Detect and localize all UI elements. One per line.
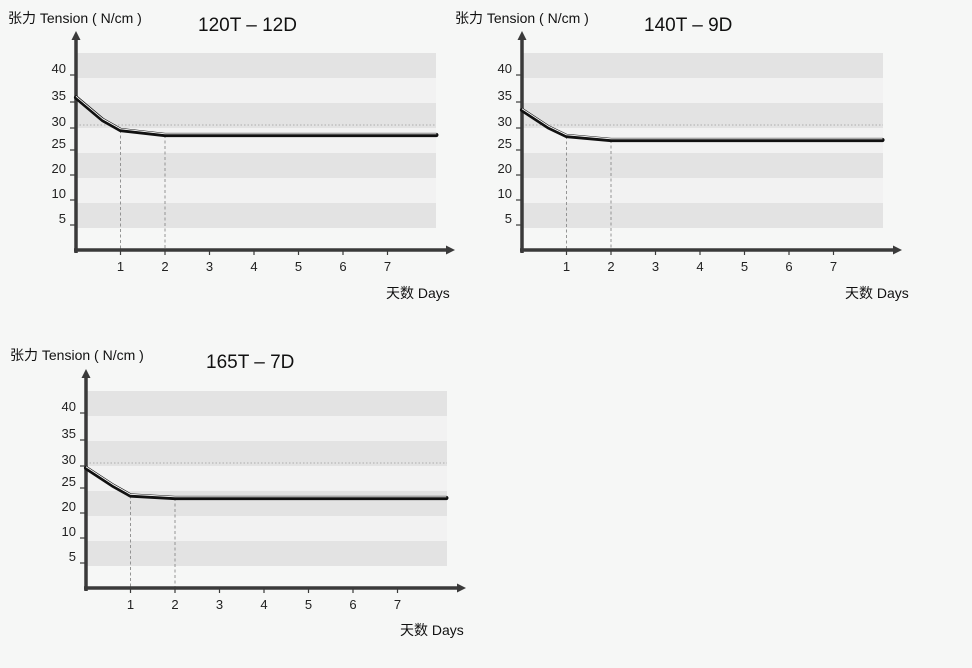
y-axis-arrow [517, 31, 527, 40]
background-band [76, 178, 436, 203]
y-tick-label: 10 [498, 186, 512, 201]
background-band [86, 441, 447, 466]
x-axis-arrow [893, 245, 902, 255]
background-band [86, 416, 447, 441]
y-tick-label: 20 [62, 499, 76, 514]
x-tick-label: 4 [696, 259, 703, 274]
x-tick-label: 2 [607, 259, 614, 274]
chart-panel-3: 5 10 20 25 30 35 40 1 2 3 4 5 6 7 张力 Tension ( N/cm ) 1… [10, 347, 466, 638]
y-tick-label: 20 [52, 161, 66, 176]
y-tick-label: 30 [498, 114, 512, 129]
y-tick-label: 10 [52, 186, 66, 201]
background-band [76, 78, 436, 103]
background-band [86, 391, 447, 416]
y-tick-label: 25 [62, 474, 76, 489]
x-axis-title: 天数 Days [386, 285, 450, 301]
y-tick-label: 5 [59, 211, 66, 226]
x-tick-label: 1 [117, 259, 124, 274]
x-tick-label: 1 [127, 597, 134, 612]
x-tick-label: 2 [171, 597, 178, 612]
y-axis-title: 张力 Tension ( N/cm ) [455, 10, 589, 26]
chart-title: 140T – 9D [644, 15, 732, 36]
background-band [86, 541, 447, 566]
y-tick-label: 20 [498, 161, 512, 176]
chart-title: 120T – 12D [198, 15, 297, 36]
background-band [522, 53, 883, 78]
y-tick-label: 10 [62, 524, 76, 539]
background-band [76, 53, 436, 78]
x-tick-label: 4 [250, 259, 257, 274]
background-band [76, 153, 436, 178]
y-axis-title: 张力 Tension ( N/cm ) [8, 10, 142, 26]
background-band [522, 203, 883, 228]
chart-panel-2: 5 10 20 25 30 35 40 1 2 3 4 5 6 7 张力 Tension ( N/cm ) 1… [455, 10, 909, 301]
x-axis-arrow [457, 583, 466, 593]
y-tick-label: 35 [62, 426, 76, 441]
x-tick-label: 4 [260, 597, 267, 612]
background-band [522, 178, 883, 203]
background-band [86, 516, 447, 541]
x-axis-arrow [446, 245, 455, 255]
background-band [76, 103, 436, 128]
x-tick-label: 5 [295, 259, 302, 274]
x-tick-label: 3 [652, 259, 659, 274]
y-tick-label: 5 [505, 211, 512, 226]
background-band [86, 466, 447, 491]
series-line-highlight [85, 466, 447, 498]
background-band [76, 203, 436, 228]
chart-panel-1: 5 10 20 25 30 35 40 1 2 3 4 5 6 7 张力 Tension ( N/cm ) 1… [8, 10, 455, 301]
x-tick-label: 5 [305, 597, 312, 612]
x-tick-label: 3 [206, 259, 213, 274]
series-line-highlight [521, 108, 883, 140]
x-tick-label: 7 [384, 259, 391, 274]
chart-title: 165T – 7D [206, 352, 294, 373]
y-tick-label: 25 [498, 136, 512, 151]
x-tick-label: 5 [741, 259, 748, 274]
x-tick-label: 3 [216, 597, 223, 612]
y-tick-label: 5 [69, 549, 76, 564]
y-tick-label: 40 [62, 399, 76, 414]
x-tick-label: 7 [394, 597, 401, 612]
x-tick-label: 1 [563, 259, 570, 274]
y-tick-label: 25 [52, 136, 66, 151]
y-axis-arrow [81, 369, 91, 378]
x-tick-label: 7 [830, 259, 837, 274]
background-bands [86, 391, 447, 566]
y-tick-label: 35 [52, 88, 66, 103]
y-axis-title: 张力 Tension ( N/cm ) [10, 347, 144, 363]
series-line [519, 107, 885, 143]
x-tick-label: 6 [785, 259, 792, 274]
x-axis-title: 天数 Days [400, 622, 464, 638]
background-band [522, 103, 883, 128]
background-band [522, 78, 883, 103]
y-tick-label: 35 [498, 88, 512, 103]
y-tick-label: 30 [52, 114, 66, 129]
y-axis-arrow [71, 31, 81, 40]
series-line [73, 95, 439, 138]
x-tick-label: 6 [349, 597, 356, 612]
y-tick-label: 40 [498, 61, 512, 76]
y-tick-label: 30 [62, 452, 76, 467]
x-tick-label: 2 [161, 259, 168, 274]
y-tick-label: 40 [52, 61, 66, 76]
x-tick-label: 6 [339, 259, 346, 274]
x-axis-title: 天数 Days [845, 285, 909, 301]
series-line-highlight [75, 95, 437, 135]
background-band [522, 153, 883, 178]
series-line [83, 465, 449, 501]
background-bands [76, 53, 436, 228]
